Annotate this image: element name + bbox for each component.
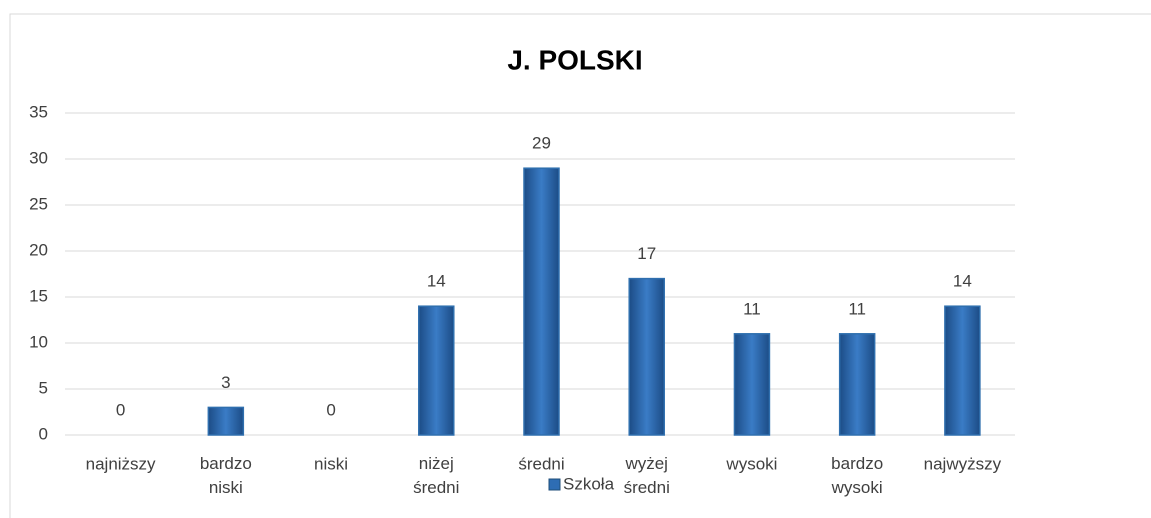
x-tick-label: niżej średni <box>413 454 459 497</box>
bar <box>207 406 245 436</box>
x-tick-label: najniższy <box>86 454 156 473</box>
x-tick-label: bardzo niski <box>200 454 252 497</box>
x-tick-label: wyżej średni <box>624 454 670 497</box>
data-label: 14 <box>427 272 446 291</box>
bar <box>733 333 771 436</box>
y-tick-label: 30 <box>29 148 48 167</box>
y-tick-label: 15 <box>29 286 48 305</box>
x-tick-label: wysoki <box>725 454 777 473</box>
chart-title: J. POLSKI <box>507 44 642 75</box>
x-tick-label-line: średni <box>413 478 459 497</box>
x-tick-label-line: niżej <box>419 454 454 473</box>
x-tick-label: bardzo wysoki <box>831 454 884 497</box>
y-tick-label: 25 <box>29 194 48 213</box>
x-tick-label: niski <box>314 454 348 473</box>
bar <box>523 167 560 436</box>
x-tick-label: najwyższy <box>924 454 1002 473</box>
y-tick-label: 35 <box>29 102 48 121</box>
x-tick-label-line: wysoki <box>831 478 883 497</box>
x-tick-label: średni <box>518 454 564 473</box>
bar <box>944 305 981 436</box>
data-label: 29 <box>532 134 551 153</box>
legend-swatch <box>548 478 561 491</box>
data-label: 17 <box>637 244 656 263</box>
data-label: 11 <box>848 299 866 318</box>
data-label: 14 <box>953 272 972 291</box>
y-tick-label: 20 <box>29 240 48 259</box>
bar <box>838 333 876 436</box>
y-tick-label: 10 <box>29 332 48 351</box>
data-label: 11 <box>743 299 761 318</box>
bar <box>628 277 665 436</box>
data-label: 0 <box>326 400 335 419</box>
x-tick-label-line: niski <box>209 478 243 497</box>
x-tick-label-line: średni <box>624 478 670 497</box>
y-tick-label: 0 <box>39 424 48 443</box>
bar <box>418 305 455 436</box>
legend-label: Szkoła <box>563 474 615 493</box>
x-tick-label-line: bardzo <box>831 454 883 473</box>
data-label: 3 <box>221 373 230 392</box>
data-label: 0 <box>116 400 125 419</box>
chart-border <box>9 13 1151 518</box>
x-tick-label-line: bardzo <box>200 454 252 473</box>
y-tick-label: 5 <box>39 378 48 397</box>
x-tick-label-line: wyżej <box>624 454 668 473</box>
